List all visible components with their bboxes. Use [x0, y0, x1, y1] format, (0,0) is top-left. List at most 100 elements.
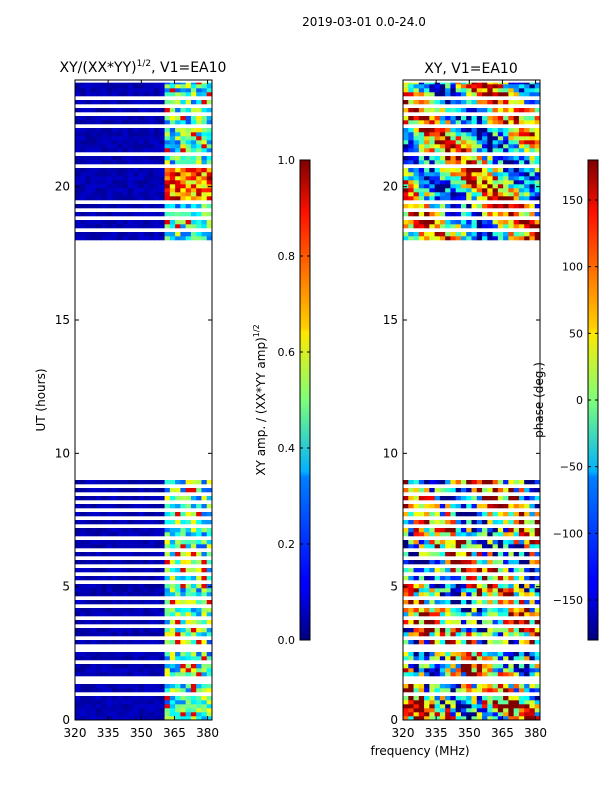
heatmap-cell — [434, 696, 441, 701]
heatmap-cell — [455, 684, 462, 689]
heatmap-cell — [159, 716, 165, 721]
heatmap-cell — [180, 232, 187, 237]
heatmap-cell — [529, 196, 536, 201]
heatmap-cell — [445, 188, 451, 193]
heatmap-cell — [117, 672, 123, 677]
heatmap-cell — [154, 88, 160, 93]
heatmap-cell — [111, 116, 118, 121]
heatmap-cell — [450, 560, 457, 565]
heatmap-cell — [503, 84, 509, 89]
heatmap-cell — [424, 620, 430, 625]
heatmap-cell — [403, 620, 409, 625]
heatmap-cell — [534, 156, 541, 161]
heatmap-cell — [164, 236, 171, 241]
heatmap-cell — [206, 704, 213, 709]
heatmap-cell — [503, 224, 509, 229]
heatmap-cell — [471, 148, 478, 153]
heatmap-cell — [180, 88, 187, 93]
heatmap-cell — [439, 224, 446, 229]
heatmap-cell — [117, 520, 123, 525]
heatmap-cell — [143, 188, 150, 193]
heatmap-cell — [403, 520, 409, 525]
heatmap-cell — [106, 528, 113, 533]
heatmap-cell — [117, 192, 123, 197]
heatmap-cell — [529, 496, 536, 501]
heatmap-cell — [513, 88, 520, 93]
heatmap-cell — [518, 82, 525, 85]
heatmap-cell — [148, 108, 155, 113]
heatmap-cell — [75, 136, 81, 141]
heatmap-cell — [111, 232, 118, 237]
heatmap-cell — [132, 176, 139, 181]
heatmap-cell — [132, 528, 139, 533]
heatmap-cell — [101, 592, 108, 597]
heatmap-cell — [175, 696, 181, 701]
heatmap-cell — [154, 528, 160, 533]
heatmap-cell — [143, 592, 150, 597]
heatmap-cell — [164, 512, 171, 517]
heatmap-cell — [434, 236, 441, 241]
heatmap-cell — [85, 704, 92, 709]
heatmap-cell — [413, 588, 420, 593]
heatmap-cell — [101, 688, 108, 693]
heatmap-cell — [439, 560, 446, 565]
heatmap-cell — [513, 584, 520, 589]
heatmap-cell — [138, 192, 144, 197]
heatmap-cell — [106, 180, 113, 185]
heatmap-cell — [513, 696, 520, 701]
heatmap-cell — [503, 652, 509, 657]
heatmap-cell — [175, 148, 181, 153]
heatmap-cell — [180, 528, 187, 533]
heatmap-cell — [101, 612, 108, 617]
heatmap-cell — [169, 232, 176, 237]
heatmap-cell — [75, 708, 81, 713]
heatmap-cell — [127, 656, 134, 661]
heatmap-cell — [450, 584, 457, 589]
heatmap-cell — [492, 180, 499, 185]
heatmap-cell — [518, 156, 525, 161]
heatmap-cell — [164, 672, 171, 677]
heatmap-cell — [450, 132, 457, 137]
heatmap-cell — [429, 108, 436, 113]
heatmap-cell — [424, 600, 430, 605]
heatmap-cell — [85, 584, 92, 589]
heatmap-cell — [111, 168, 118, 173]
heatmap-cell — [466, 156, 472, 161]
heatmap-cell — [122, 708, 129, 713]
heatmap-cell — [424, 168, 430, 173]
heatmap-cell — [127, 212, 134, 217]
heatmap-cell — [529, 544, 536, 549]
heatmap-cell — [106, 480, 113, 485]
heatmap-cell — [529, 712, 536, 717]
heatmap-cell — [132, 632, 139, 637]
heatmap-cell — [96, 188, 102, 193]
heatmap-cell — [80, 220, 86, 225]
heatmap-cell — [503, 204, 509, 209]
heatmap-cell — [138, 568, 144, 573]
heatmap-cell — [445, 584, 451, 589]
heatmap-cell — [117, 708, 123, 713]
heatmap-cell — [403, 192, 409, 197]
heatmap-cell — [117, 144, 123, 149]
heatmap-cell — [185, 704, 192, 709]
heatmap-cell — [101, 144, 108, 149]
heatmap-cell — [138, 88, 144, 93]
heatmap-cell — [508, 528, 515, 533]
heatmap-cell — [159, 176, 165, 181]
heatmap-cell — [190, 696, 197, 701]
heatmap-cell — [445, 220, 451, 225]
heatmap-cell — [450, 552, 457, 557]
heatmap-cell — [497, 708, 504, 713]
heatmap-cell — [460, 708, 467, 713]
heatmap-cell — [503, 144, 509, 149]
heatmap-cell — [154, 160, 160, 165]
heatmap-cell — [106, 196, 113, 201]
heatmap-cell — [450, 704, 457, 709]
heatmap-cell — [487, 632, 493, 637]
heatmap-cell — [497, 704, 504, 709]
heatmap-cell — [529, 82, 536, 85]
heatmap-cell — [154, 512, 160, 517]
heatmap-cell — [450, 188, 457, 193]
heatmap-cell — [471, 168, 478, 173]
heatmap-cell — [90, 696, 97, 701]
